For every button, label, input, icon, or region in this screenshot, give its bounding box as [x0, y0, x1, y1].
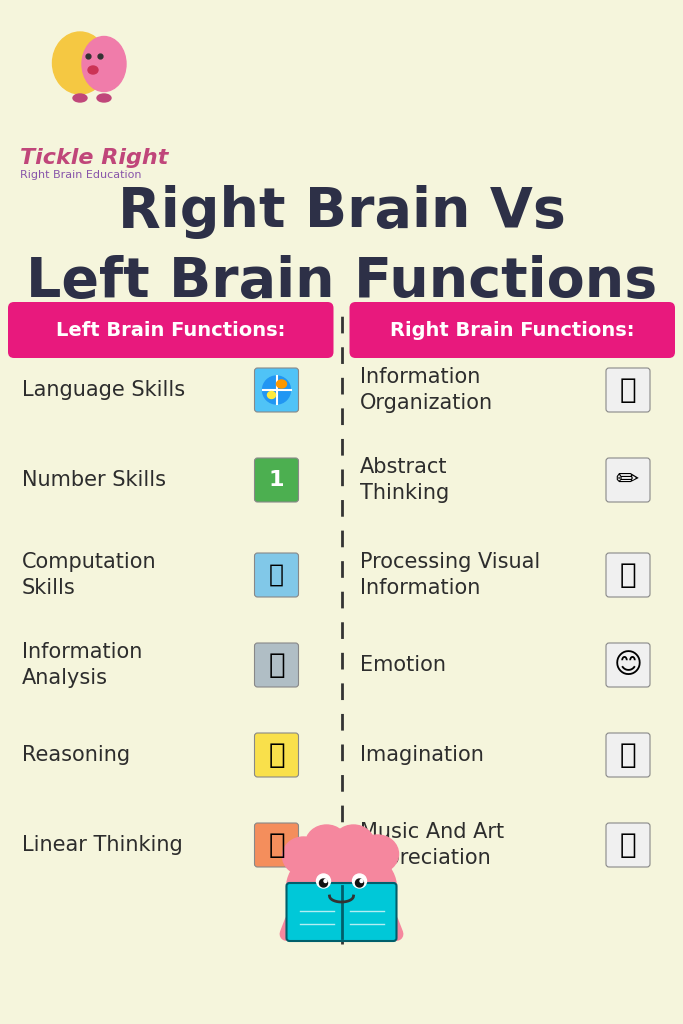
Text: Right Brain Functions:: Right Brain Functions: — [390, 321, 635, 340]
Ellipse shape — [53, 32, 107, 94]
Circle shape — [360, 880, 363, 883]
FancyBboxPatch shape — [606, 458, 650, 502]
Circle shape — [301, 884, 326, 908]
Ellipse shape — [283, 837, 324, 874]
Circle shape — [355, 879, 363, 887]
FancyBboxPatch shape — [255, 553, 298, 597]
Text: 💡: 💡 — [268, 741, 285, 769]
Text: Processing Visual
Information: Processing Visual Information — [359, 552, 540, 598]
Circle shape — [357, 884, 382, 908]
FancyBboxPatch shape — [255, 643, 298, 687]
FancyBboxPatch shape — [606, 368, 650, 412]
Ellipse shape — [88, 66, 98, 74]
Text: 📋: 📋 — [268, 651, 285, 679]
Text: ⭐: ⭐ — [619, 741, 637, 769]
Ellipse shape — [97, 94, 111, 102]
Ellipse shape — [277, 380, 286, 388]
Text: Computation
Skills: Computation Skills — [22, 552, 156, 598]
Text: 🎨: 🎨 — [268, 831, 285, 859]
Text: ✏️: ✏️ — [616, 466, 639, 494]
FancyBboxPatch shape — [255, 823, 298, 867]
Circle shape — [260, 464, 292, 496]
FancyBboxPatch shape — [606, 643, 650, 687]
Text: Emotion: Emotion — [359, 655, 445, 675]
FancyBboxPatch shape — [350, 302, 675, 358]
Circle shape — [262, 376, 290, 404]
Ellipse shape — [268, 391, 275, 398]
Ellipse shape — [333, 825, 374, 863]
Text: 📊: 📊 — [619, 376, 637, 404]
Ellipse shape — [286, 846, 397, 931]
Text: Information
Analysis: Information Analysis — [22, 642, 142, 688]
Text: Left Brain Functions:: Left Brain Functions: — [56, 321, 285, 340]
Text: Music And Art
Appreciation: Music And Art Appreciation — [359, 822, 503, 868]
Text: 💻: 💻 — [269, 563, 284, 587]
Text: Number Skills: Number Skills — [22, 470, 166, 490]
FancyBboxPatch shape — [255, 458, 298, 502]
Text: 🎵: 🎵 — [619, 831, 637, 859]
Ellipse shape — [73, 94, 87, 102]
Ellipse shape — [305, 825, 348, 863]
Ellipse shape — [357, 835, 398, 873]
Text: Imagination: Imagination — [359, 745, 484, 765]
Text: 1: 1 — [268, 470, 284, 490]
Text: Left Brain Functions: Left Brain Functions — [26, 255, 657, 309]
Text: Tickle Right: Tickle Right — [20, 148, 169, 168]
FancyBboxPatch shape — [606, 553, 650, 597]
Circle shape — [316, 874, 331, 888]
FancyBboxPatch shape — [255, 733, 298, 777]
Circle shape — [324, 880, 327, 883]
Text: 👁: 👁 — [619, 561, 637, 589]
Text: Right Brain Vs: Right Brain Vs — [117, 185, 566, 239]
Text: Abstract
Thinking: Abstract Thinking — [359, 457, 449, 503]
FancyBboxPatch shape — [606, 733, 650, 777]
FancyBboxPatch shape — [8, 302, 333, 358]
Text: 😊: 😊 — [613, 651, 643, 679]
Ellipse shape — [82, 37, 126, 91]
Circle shape — [352, 874, 367, 888]
FancyBboxPatch shape — [606, 823, 650, 867]
Text: Reasoning: Reasoning — [22, 745, 130, 765]
Text: Linear Thinking: Linear Thinking — [22, 835, 183, 855]
FancyBboxPatch shape — [286, 883, 397, 941]
Text: Right Brain Education: Right Brain Education — [20, 170, 141, 180]
Text: Information
Organization: Information Organization — [359, 367, 492, 414]
FancyBboxPatch shape — [255, 368, 298, 412]
Text: Language Skills: Language Skills — [22, 380, 185, 400]
Circle shape — [320, 879, 328, 887]
